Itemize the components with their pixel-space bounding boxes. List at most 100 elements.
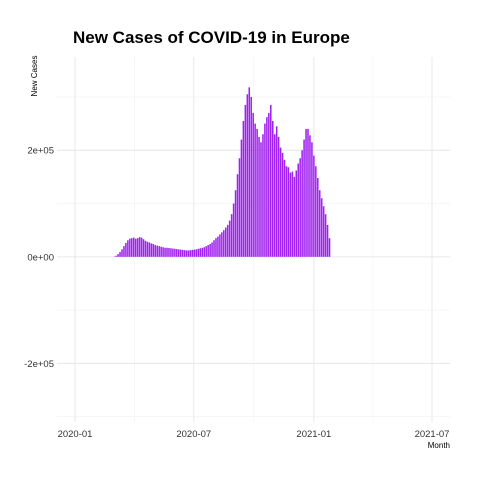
bar	[197, 248, 200, 257]
bar	[291, 171, 294, 257]
bar	[266, 117, 268, 257]
bar	[215, 238, 217, 257]
bar	[156, 245, 158, 257]
bar	[203, 247, 205, 257]
bar	[160, 246, 162, 257]
bar	[119, 252, 121, 257]
bar	[193, 249, 196, 257]
bar	[315, 166, 317, 257]
bar	[277, 136, 280, 257]
bar	[181, 249, 184, 257]
bar	[295, 170, 298, 257]
bar	[148, 242, 151, 257]
bar	[317, 177, 319, 257]
bar	[168, 248, 170, 257]
bar	[125, 242, 127, 257]
bar	[307, 128, 309, 257]
bar	[136, 238, 139, 257]
bar	[285, 166, 288, 257]
bar	[297, 163, 299, 257]
bar	[219, 234, 221, 257]
bar	[230, 214, 233, 257]
bar	[131, 238, 133, 257]
bar	[303, 139, 305, 257]
bar	[129, 238, 131, 257]
bar	[162, 247, 164, 257]
bar	[256, 128, 258, 257]
y-tick-labels: -2e+05 0e+00 2e+05	[24, 146, 54, 370]
bar	[174, 248, 176, 257]
bar	[226, 224, 229, 257]
bar	[178, 249, 180, 257]
chart-title: New Cases of COVID-19 in Europe	[73, 28, 350, 47]
bar	[268, 112, 270, 257]
bar	[115, 255, 117, 257]
bars-series-new-cases	[113, 87, 331, 257]
bar	[258, 136, 260, 257]
bar	[260, 142, 262, 257]
y-axis-title: New Cases	[30, 56, 39, 97]
bar	[121, 249, 123, 257]
bar	[158, 246, 160, 257]
bar	[225, 227, 227, 257]
bar	[134, 238, 137, 257]
bar	[232, 203, 235, 257]
bar	[320, 198, 323, 257]
bar	[150, 243, 153, 257]
bar	[250, 96, 252, 257]
bar	[154, 245, 157, 257]
bar	[281, 152, 284, 257]
y-tick-label: 2e+05	[27, 146, 54, 157]
bar	[311, 142, 313, 257]
bar	[223, 230, 225, 257]
bar	[189, 250, 192, 257]
bar	[264, 123, 266, 257]
x-tick-label: 2020-01	[58, 429, 93, 440]
bar	[289, 172, 292, 257]
y-tick-label: -2e+05	[24, 359, 54, 370]
bar	[152, 244, 155, 257]
bar	[179, 249, 182, 257]
bar	[273, 134, 276, 257]
bar	[313, 155, 315, 257]
bar	[271, 120, 274, 257]
bar	[140, 237, 143, 257]
bar	[211, 242, 213, 257]
bar	[254, 123, 256, 257]
bar	[199, 248, 202, 257]
bar	[191, 249, 194, 257]
bar	[176, 249, 178, 257]
bar	[234, 190, 237, 257]
bar	[228, 220, 231, 257]
bar	[172, 248, 174, 257]
bar	[164, 247, 166, 257]
bar	[318, 190, 321, 257]
x-tick-label: 2020-07	[176, 429, 211, 440]
bar	[195, 249, 198, 257]
bar	[132, 237, 135, 257]
bar	[142, 239, 145, 257]
bar	[322, 206, 325, 257]
bar	[299, 158, 301, 257]
bar	[244, 104, 247, 257]
bar	[209, 244, 211, 257]
bar	[305, 128, 307, 257]
bar	[207, 245, 209, 257]
bar	[123, 246, 125, 257]
x-tick-label: 2021-07	[415, 429, 450, 440]
bar	[293, 176, 296, 257]
bar	[326, 224, 329, 257]
bar	[328, 238, 331, 257]
bar	[117, 254, 119, 257]
bar	[185, 250, 188, 257]
bar	[127, 240, 129, 257]
bar	[283, 159, 286, 257]
bar	[146, 241, 149, 257]
bar	[309, 135, 311, 257]
bar	[246, 94, 249, 257]
x-tick-label: 2021-01	[296, 429, 331, 440]
bar	[170, 248, 172, 257]
bar	[201, 247, 204, 257]
bar	[213, 240, 215, 257]
bar	[183, 250, 186, 257]
